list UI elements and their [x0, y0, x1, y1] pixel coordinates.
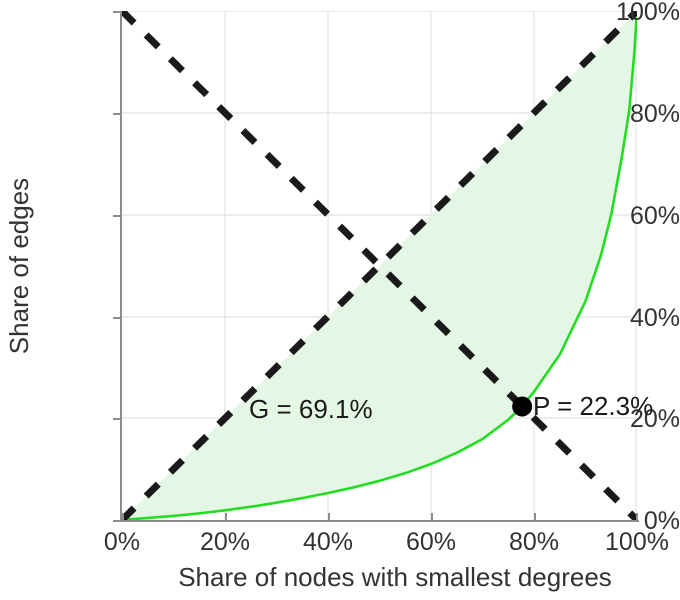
- y-tickmark-80: [113, 113, 120, 115]
- y-tick-label-60: 60%: [629, 202, 680, 230]
- x-tick-label-60: 60%: [405, 528, 457, 556]
- p-annotation-label: P = 22.3%: [533, 391, 654, 421]
- x-tick-label-20: 20%: [199, 528, 251, 556]
- plot-canvas: [122, 11, 637, 520]
- x-tickmark-100: [636, 513, 638, 520]
- y-tick-label-100: 100%: [616, 0, 680, 26]
- plot-area: [122, 11, 637, 520]
- x-tickmark-80: [534, 513, 536, 520]
- y-tick-label-40: 40%: [629, 304, 680, 332]
- y-tick-label-0: 0%: [643, 507, 680, 535]
- gini-annotation-label: G = 69.1%: [249, 394, 373, 424]
- x-tick-label-40: 40%: [302, 528, 354, 556]
- x-tickmark-0: [122, 513, 124, 520]
- lorenz-curve-line: [122, 11, 637, 520]
- y-tickmark-60: [113, 215, 120, 217]
- y-tickmark-20: [113, 418, 120, 420]
- x-tick-label-80: 80%: [508, 528, 560, 556]
- y-tickmark-0: [113, 520, 120, 522]
- x-tick-label-0: 0%: [103, 528, 141, 556]
- x-tick-label-100: 100%: [605, 528, 669, 556]
- x-axis-spine: [120, 520, 639, 522]
- y-tickmark-100: [113, 11, 120, 13]
- y-tick-label-20: 20%: [629, 405, 680, 433]
- x-tickmark-20: [225, 513, 227, 520]
- y-tick-label-80: 80%: [629, 100, 680, 128]
- x-tickmark-40: [328, 513, 330, 520]
- x-tickmark-60: [431, 513, 433, 520]
- y-axis-title: Share of edges: [4, 177, 34, 355]
- y-tickmark-40: [113, 317, 120, 319]
- p-point-marker: [512, 396, 533, 417]
- x-axis-title: Share of nodes with smallest degrees: [178, 562, 612, 592]
- y-axis-spine: [120, 11, 122, 522]
